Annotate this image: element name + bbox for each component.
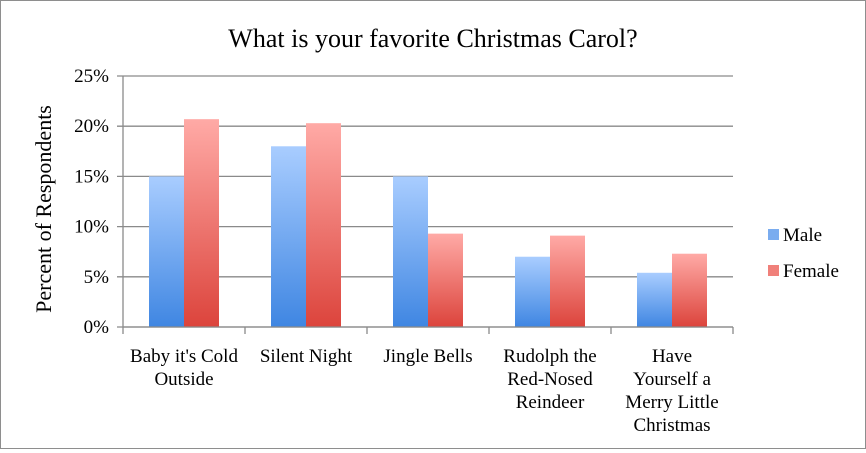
chart-title: What is your favorite Christmas Carol? (228, 24, 637, 53)
x-tick-label: Silent Night (260, 346, 353, 367)
bar-female-1 (184, 119, 219, 327)
legend: Male Female (768, 225, 839, 282)
x-tick-label: Have Yourself a Merry Little Christmas (625, 346, 718, 436)
bar-male-3 (393, 176, 428, 327)
y-tick-label: 0% (84, 317, 110, 338)
bar-male-4 (515, 256, 550, 327)
y-tick-label: 25% (74, 66, 109, 87)
bar-male-2 (271, 146, 306, 327)
bar-female-4 (550, 235, 585, 327)
x-axis-ticks: Baby it's Cold Outside Silent Night Jingle … (122, 326, 734, 436)
y-tick-label: 10% (74, 217, 109, 238)
bars (149, 119, 707, 327)
x-tick-label: Rudolph the Red-Nosed Reindeer (503, 346, 596, 413)
bar-male-5 (637, 272, 672, 327)
legend-swatch-male (768, 229, 779, 240)
bar-male-1 (149, 176, 184, 327)
y-tick-label: 20% (74, 116, 109, 137)
y-axis-ticks: 0% 5% 10% 15% 20% 25% (74, 66, 109, 338)
y-tick-label: 15% (74, 166, 109, 187)
bar-female-5 (672, 253, 707, 327)
x-tick-label: Jingle Bells (383, 346, 472, 367)
y-tick-label: 5% (84, 267, 110, 288)
legend-swatch-female (768, 265, 779, 276)
legend-label-male: Male (783, 225, 822, 246)
x-tick-label: Baby it's Cold Outside (130, 346, 238, 390)
bar-female-2 (306, 123, 341, 327)
bar-female-3 (428, 233, 463, 327)
legend-label-female: Female (783, 261, 839, 282)
y-axis-label: Percent of Respondents (31, 105, 56, 313)
